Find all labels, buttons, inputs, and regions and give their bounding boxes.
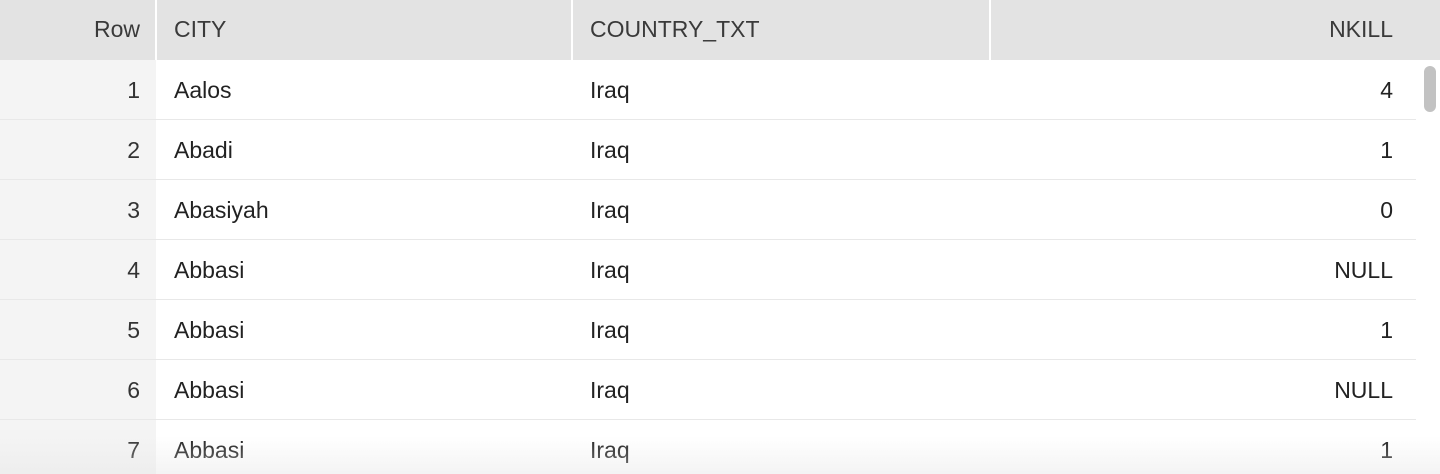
- row-divider: [0, 419, 1416, 420]
- country-cell[interactable]: Iraq: [590, 437, 630, 463]
- country-cell[interactable]: Iraq: [590, 317, 630, 343]
- row-number: 1: [127, 77, 140, 103]
- table-row[interactable]: 7 Abbasi Iraq 1: [0, 420, 1416, 474]
- nkill-cell[interactable]: 4: [1380, 77, 1393, 103]
- city-cell[interactable]: Abbasi: [174, 317, 245, 343]
- table-row[interactable]: 2 Abadi Iraq 1: [0, 120, 1416, 180]
- row-number: 4: [127, 257, 140, 283]
- row-divider: [0, 119, 1416, 120]
- nkill-cell[interactable]: 1: [1380, 137, 1393, 163]
- city-cell[interactable]: Abasiyah: [174, 197, 269, 223]
- country-cell[interactable]: Iraq: [590, 377, 630, 403]
- city-cell[interactable]: Abadi: [174, 137, 233, 163]
- vertical-scrollbar-thumb[interactable]: [1424, 66, 1436, 112]
- row-gutter: [0, 120, 156, 180]
- table-header: Row CITY COUNTRY_TXT NKILL: [0, 0, 1440, 60]
- country-cell[interactable]: Iraq: [590, 77, 630, 103]
- row-gutter: [0, 360, 156, 420]
- row-gutter: [0, 60, 156, 120]
- row-gutter: [0, 420, 156, 474]
- column-header-country-txt[interactable]: COUNTRY_TXT: [590, 16, 760, 42]
- city-cell[interactable]: Abbasi: [174, 377, 245, 403]
- nkill-cell[interactable]: 1: [1380, 317, 1393, 343]
- row-gutter: [0, 240, 156, 300]
- row-divider: [0, 359, 1416, 360]
- row-gutter: [0, 180, 156, 240]
- row-number: 7: [127, 437, 140, 463]
- column-header-city[interactable]: CITY: [174, 16, 227, 42]
- country-cell[interactable]: Iraq: [590, 197, 630, 223]
- row-number: 3: [127, 197, 140, 223]
- nkill-cell[interactable]: NULL: [1334, 257, 1393, 283]
- table-body: 1 Aalos Iraq 4 2 Abadi Iraq 1 3 Abasiyah…: [0, 60, 1440, 474]
- country-cell[interactable]: Iraq: [590, 257, 630, 283]
- table-row[interactable]: 5 Abbasi Iraq 1: [0, 300, 1416, 360]
- row-number: 2: [127, 137, 140, 163]
- table-row[interactable]: 3 Abasiyah Iraq 0: [0, 180, 1416, 240]
- row-divider: [0, 239, 1416, 240]
- nkill-cell[interactable]: 0: [1380, 197, 1393, 223]
- table-row[interactable]: 6 Abbasi Iraq NULL: [0, 360, 1416, 420]
- table-row[interactable]: 1 Aalos Iraq 4: [0, 60, 1416, 120]
- column-divider[interactable]: [571, 0, 573, 60]
- column-divider[interactable]: [989, 0, 991, 60]
- column-header-nkill[interactable]: NKILL: [1329, 16, 1393, 42]
- country-cell[interactable]: Iraq: [590, 137, 630, 163]
- nkill-cell[interactable]: 1: [1380, 437, 1393, 463]
- city-cell[interactable]: Abbasi: [174, 257, 245, 283]
- city-cell[interactable]: Abbasi: [174, 437, 245, 463]
- row-number: 6: [127, 377, 140, 403]
- row-number: 5: [127, 317, 140, 343]
- row-divider: [0, 299, 1416, 300]
- row-gutter: [0, 300, 156, 360]
- column-divider[interactable]: [155, 0, 157, 60]
- column-header-row[interactable]: Row: [93, 16, 140, 42]
- table-row[interactable]: 4 Abbasi Iraq NULL: [0, 240, 1416, 300]
- nkill-cell[interactable]: NULL: [1334, 377, 1393, 403]
- row-divider: [0, 179, 1416, 180]
- city-cell[interactable]: Aalos: [174, 77, 232, 103]
